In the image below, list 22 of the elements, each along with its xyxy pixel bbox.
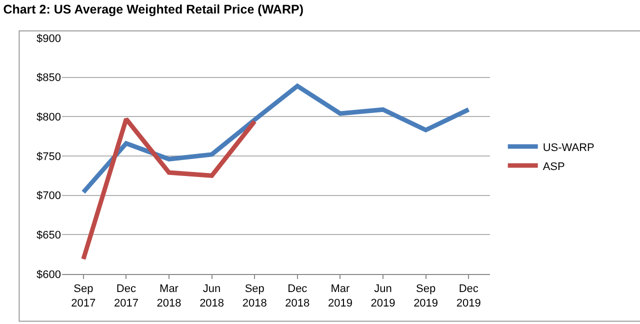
y-tick-label: $600 — [36, 268, 61, 281]
y-tick-label: $700 — [36, 190, 61, 202]
x-tick-label: Jun 2018 — [200, 283, 224, 310]
y-tick-label: $800 — [36, 112, 61, 124]
line-series — [81, 116, 257, 262]
y-tick-label: $900 — [36, 32, 61, 45]
legend-label: ASP — [542, 160, 565, 173]
y-tick-label: $850 — [36, 72, 61, 84]
x-tick-label: Dec 2018 — [285, 283, 310, 310]
legend-label: US-WARP — [542, 142, 594, 154]
x-tick-label: Jun 2019 — [370, 283, 396, 310]
x-tick-label: Sep 2019 — [414, 283, 438, 310]
y-tick-label: $650 — [36, 230, 61, 242]
x-tick-label: Dec 2017 — [114, 283, 138, 310]
line-series — [81, 84, 471, 194]
x-tick-label: Sep 2018 — [242, 283, 267, 310]
y-tick-label: $750 — [36, 150, 61, 163]
x-tick-label: Dec 2019 — [456, 283, 481, 310]
x-tick-label: Sep 2017 — [71, 283, 96, 310]
x-tick-label: Mar 2019 — [328, 283, 352, 310]
x-tick-label: Mar 2018 — [156, 283, 182, 310]
chart-title: Chart 2: US Average Weighted Retail Price (WARP) — [3, 2, 304, 17]
